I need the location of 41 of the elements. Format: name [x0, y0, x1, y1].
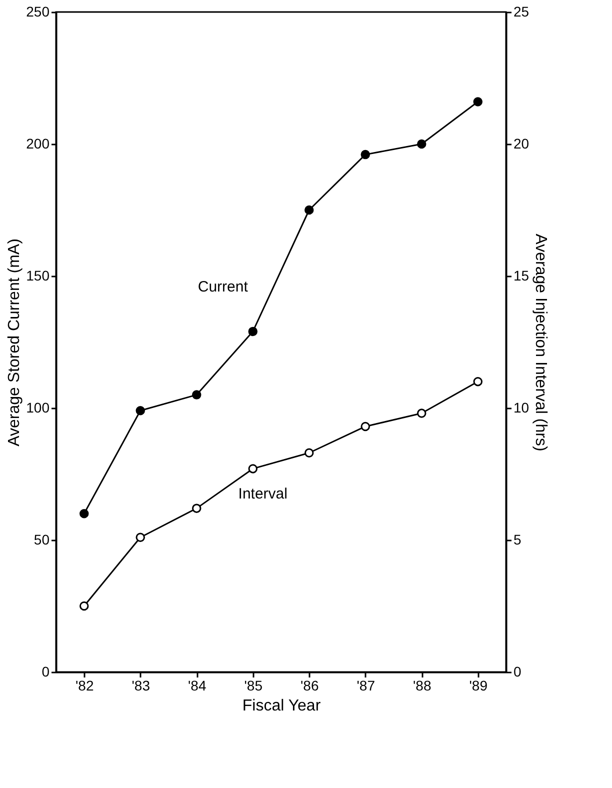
- x-tick-label: '84: [188, 678, 206, 694]
- x-tick-label: '86: [300, 678, 319, 694]
- x-tick-label: '87: [356, 678, 376, 694]
- point: [136, 406, 145, 416]
- y2-tick-label: 10: [514, 400, 530, 416]
- point: [473, 97, 482, 106]
- y-tick-label: 250: [26, 4, 50, 20]
- x-tick-label: '85: [244, 678, 263, 694]
- point: [417, 408, 426, 418]
- point: [304, 205, 314, 215]
- x-tick-label: '82: [76, 678, 94, 694]
- y-tick-label: 150: [26, 268, 50, 284]
- y2-tick-label: 0: [514, 664, 522, 680]
- point: [192, 504, 202, 513]
- series-label: Current: [198, 278, 249, 296]
- point: [360, 422, 370, 432]
- point: [304, 448, 314, 458]
- point: [417, 139, 426, 149]
- point: [360, 150, 370, 160]
- x-axis-title: Fiscal Year: [242, 698, 322, 714]
- x-tick-label: '89: [469, 678, 488, 694]
- point: [192, 390, 202, 400]
- y2-tick-label: 25: [514, 4, 530, 20]
- y2-tick-label: 20: [514, 136, 530, 152]
- y-tick-label: 0: [42, 664, 50, 680]
- y-tick-label: 50: [34, 532, 50, 548]
- point: [248, 464, 258, 474]
- point: [80, 508, 89, 518]
- y2-axis-title: Average Injection Interval (hrs): [532, 234, 550, 452]
- series-label: Interval: [238, 486, 288, 503]
- point: [473, 376, 482, 386]
- y-axis-title: Average Stored Current (mA): [6, 238, 24, 446]
- x-tick-label: '83: [132, 678, 150, 694]
- point: [248, 326, 258, 336]
- y2-tick-label: 5: [514, 532, 522, 548]
- y-tick-label: 100: [26, 400, 50, 416]
- y-tick-label: 200: [26, 136, 50, 152]
- point: [136, 532, 145, 542]
- point: [80, 601, 89, 611]
- x-tick-label: '88: [413, 678, 432, 694]
- y2-tick-label: 15: [514, 268, 530, 284]
